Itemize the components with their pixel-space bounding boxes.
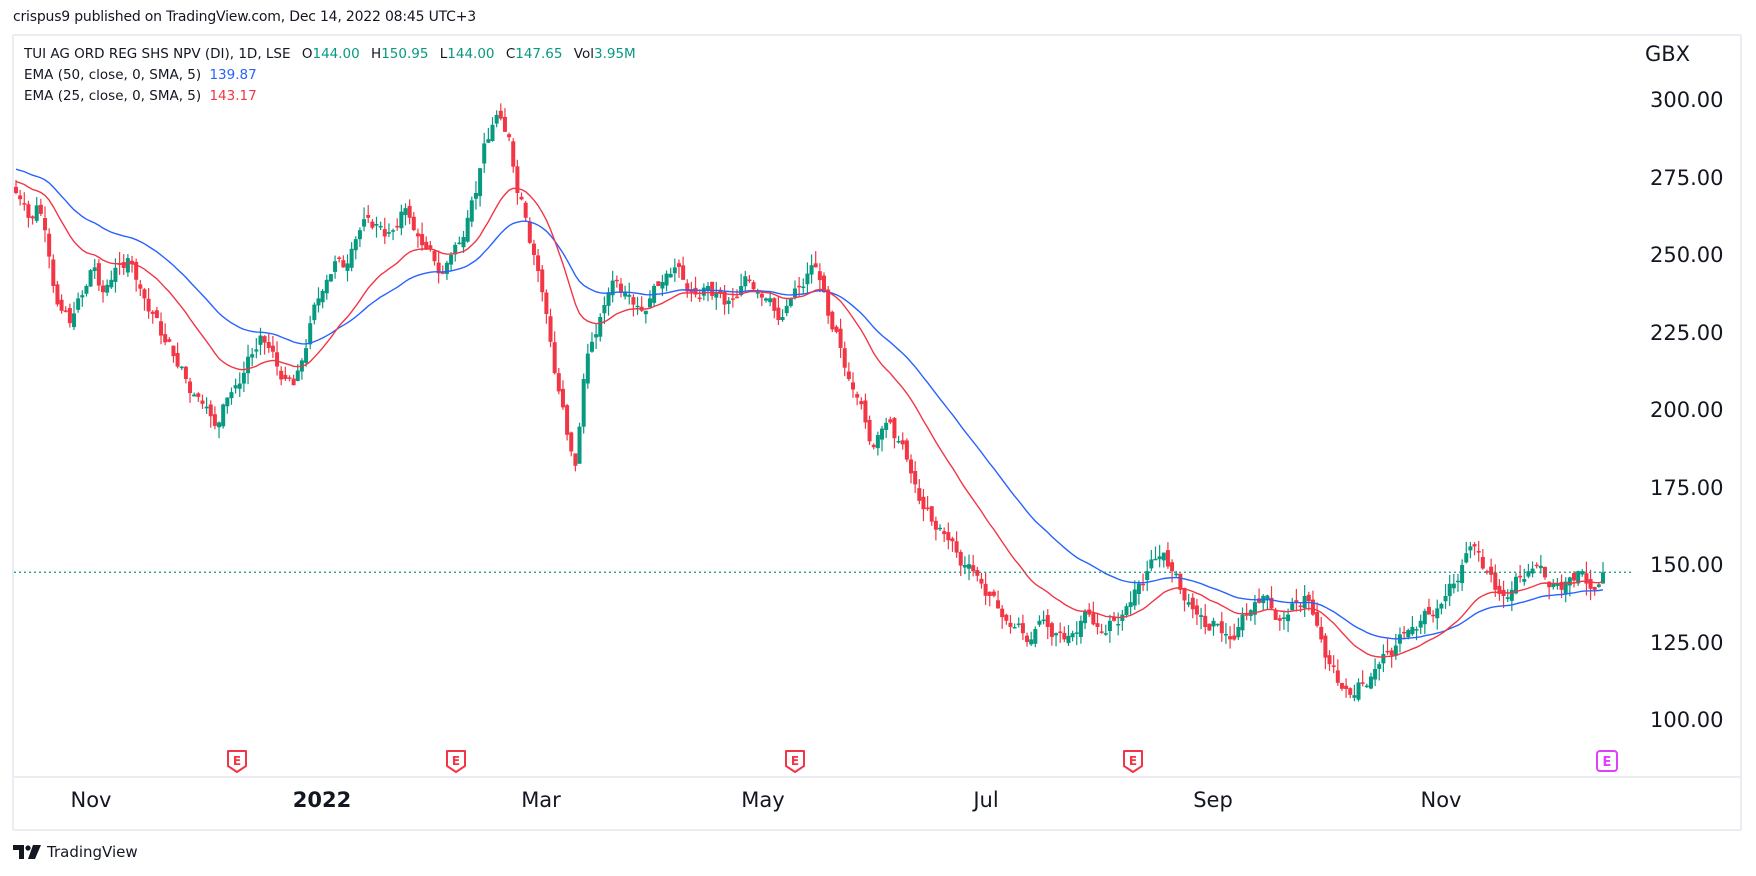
chart-legend: TUI AG ORD REG SHS NPV (DI), 1D, LSE O14… [24,44,636,107]
earnings-icon[interactable]: E [1121,748,1145,776]
ema25-line [15,180,1604,658]
high-value: 150.95 [381,46,429,62]
price-tick: 200.00 [1650,398,1724,422]
time-tick: Mar [521,788,561,812]
earnings-icon[interactable]: E [783,748,807,776]
ema25-value: 143.17 [209,88,257,104]
currency-label: GBX [1645,42,1691,66]
footer-brand[interactable]: TradingView [13,843,138,861]
price-tick: 275.00 [1650,165,1724,190]
legend-symbol-row: TUI AG ORD REG SHS NPV (DI), 1D, LSE O14… [24,46,636,62]
upcoming-earnings-icon[interactable]: E [1595,748,1619,776]
footer-brand-label: TradingView [47,843,138,861]
price-tick: 150.00 [1650,553,1724,577]
svg-text:E: E [452,754,460,768]
price-tick: 175.00 [1650,475,1724,500]
volume-value: 3.95M [594,46,636,62]
chart-frame [12,34,1742,831]
svg-text:E: E [233,754,241,768]
price-tick: 100.00 [1650,708,1724,732]
tradingview-logo-icon [13,845,41,859]
time-tick: Nov [1420,788,1462,812]
price-tick: 250.00 [1650,243,1724,267]
svg-text:E: E [1129,754,1137,768]
time-axis-divider [14,776,1740,778]
earnings-icon[interactable]: E [225,748,249,776]
legend-ema25-row[interactable]: EMA (25, close, 0, SMA, 5) 143.17 [24,86,636,107]
publisher-caption: crispus9 published on TradingView.com, D… [13,9,476,25]
svg-text:E: E [791,754,799,768]
legend-ema50-row[interactable]: EMA (50, close, 0, SMA, 5) 139.87 [24,65,636,86]
price-tick: 300.00 [1650,88,1724,112]
time-tick: Sep [1193,788,1233,812]
earnings-icon[interactable]: E [444,748,468,776]
price-tick: 225.00 [1650,320,1724,345]
time-tick: May [741,788,785,812]
low-value: 144.00 [447,46,495,62]
ema50-label: EMA (50, close, 0, SMA, 5) [24,67,202,83]
ema50-line [15,168,1604,640]
ema50-value: 139.87 [209,67,257,83]
time-tick: 2022 [292,788,352,812]
symbol-title[interactable]: TUI AG ORD REG SHS NPV (DI), 1D, LSE [24,46,291,62]
price-tick: 125.00 [1650,630,1724,655]
close-value: 147.65 [515,46,563,62]
time-tick: Nov [70,788,112,812]
open-value: 144.00 [312,46,360,62]
ema25-label: EMA (25, close, 0, SMA, 5) [24,88,202,104]
time-tick: Jul [973,788,999,812]
svg-text:E: E [1603,755,1612,770]
